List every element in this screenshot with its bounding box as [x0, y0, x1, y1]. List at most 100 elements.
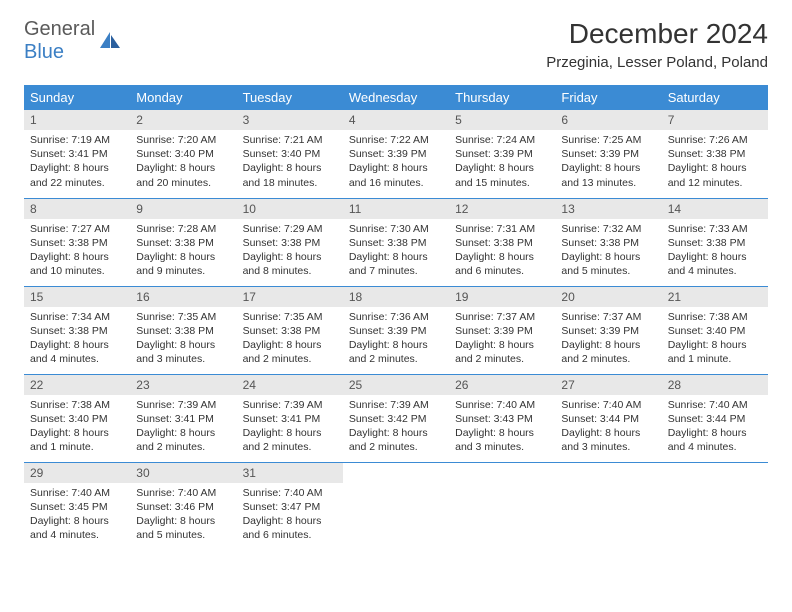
- day-details: Sunrise: 7:28 AMSunset: 3:38 PMDaylight:…: [130, 219, 236, 285]
- sunrise-text: Sunrise: 7:38 AM: [668, 310, 762, 324]
- calendar-week-row: 29Sunrise: 7:40 AMSunset: 3:45 PMDayligh…: [24, 462, 768, 550]
- daylight-text: Daylight: 8 hours and 2 minutes.: [349, 426, 443, 454]
- sunrise-text: Sunrise: 7:37 AM: [561, 310, 655, 324]
- daylight-text: Daylight: 8 hours and 3 minutes.: [561, 426, 655, 454]
- daylight-text: Daylight: 8 hours and 2 minutes.: [455, 338, 549, 366]
- daylight-text: Daylight: 8 hours and 3 minutes.: [455, 426, 549, 454]
- sunset-text: Sunset: 3:38 PM: [455, 236, 549, 250]
- sunset-text: Sunset: 3:41 PM: [136, 412, 230, 426]
- day-details: Sunrise: 7:25 AMSunset: 3:39 PMDaylight:…: [555, 130, 661, 196]
- day-number: 14: [662, 199, 768, 219]
- sunrise-text: Sunrise: 7:35 AM: [136, 310, 230, 324]
- sunset-text: Sunset: 3:47 PM: [243, 500, 337, 514]
- day-details: Sunrise: 7:33 AMSunset: 3:38 PMDaylight:…: [662, 219, 768, 285]
- sunset-text: Sunset: 3:40 PM: [136, 147, 230, 161]
- day-details: Sunrise: 7:39 AMSunset: 3:41 PMDaylight:…: [237, 395, 343, 461]
- calendar-day-cell: 12Sunrise: 7:31 AMSunset: 3:38 PMDayligh…: [449, 198, 555, 286]
- day-number: 19: [449, 287, 555, 307]
- sunset-text: Sunset: 3:44 PM: [561, 412, 655, 426]
- calendar-day-cell: 8Sunrise: 7:27 AMSunset: 3:38 PMDaylight…: [24, 198, 130, 286]
- sunset-text: Sunset: 3:41 PM: [30, 147, 124, 161]
- daylight-text: Daylight: 8 hours and 2 minutes.: [561, 338, 655, 366]
- calendar-day-cell: 26Sunrise: 7:40 AMSunset: 3:43 PMDayligh…: [449, 374, 555, 462]
- day-details: Sunrise: 7:29 AMSunset: 3:38 PMDaylight:…: [237, 219, 343, 285]
- daylight-text: Daylight: 8 hours and 20 minutes.: [136, 161, 230, 189]
- day-details: Sunrise: 7:38 AMSunset: 3:40 PMDaylight:…: [662, 307, 768, 373]
- calendar-day-cell: 25Sunrise: 7:39 AMSunset: 3:42 PMDayligh…: [343, 374, 449, 462]
- daylight-text: Daylight: 8 hours and 5 minutes.: [136, 514, 230, 542]
- daylight-text: Daylight: 8 hours and 4 minutes.: [668, 250, 762, 278]
- calendar-day-cell: 31Sunrise: 7:40 AMSunset: 3:47 PMDayligh…: [237, 462, 343, 550]
- brand-text-general: General: [24, 18, 95, 40]
- sunrise-text: Sunrise: 7:40 AM: [455, 398, 549, 412]
- calendar-day-cell: 27 Sunrise: 7:40 AMSunset: 3:44 PMDayligh…: [555, 374, 661, 462]
- daylight-text: Daylight: 8 hours and 15 minutes.: [455, 161, 549, 189]
- day-details: Sunrise: 7:32 AMSunset: 3:38 PMDaylight:…: [555, 219, 661, 285]
- day-number: 20: [555, 287, 661, 307]
- daylight-text: Daylight: 8 hours and 3 minutes.: [136, 338, 230, 366]
- weekday-header: Wednesday: [343, 85, 449, 110]
- daylight-text: Daylight: 8 hours and 16 minutes.: [349, 161, 443, 189]
- daylight-text: Daylight: 8 hours and 2 minutes.: [136, 426, 230, 454]
- sunset-text: Sunset: 3:46 PM: [136, 500, 230, 514]
- sunset-text: Sunset: 3:43 PM: [455, 412, 549, 426]
- day-number: 29: [24, 463, 130, 483]
- sunset-text: Sunset: 3:38 PM: [136, 324, 230, 338]
- weekday-header: Thursday: [449, 85, 555, 110]
- day-number: 15: [24, 287, 130, 307]
- sunset-text: Sunset: 3:38 PM: [668, 236, 762, 250]
- sunset-text: Sunset: 3:40 PM: [243, 147, 337, 161]
- day-number: 26: [449, 375, 555, 395]
- sunset-text: Sunset: 3:42 PM: [349, 412, 443, 426]
- day-details: Sunrise: 7:40 AMSunset: 3:44 PMDaylight:…: [662, 395, 768, 461]
- sunset-text: Sunset: 3:38 PM: [136, 236, 230, 250]
- day-number: 2: [130, 110, 236, 130]
- calendar-day-cell: 1Sunrise: 7:19 AMSunset: 3:41 PMDaylight…: [24, 110, 130, 198]
- sunrise-text: Sunrise: 7:36 AM: [349, 310, 443, 324]
- day-number: 1: [24, 110, 130, 130]
- calendar-day-cell: [343, 462, 449, 550]
- day-details: Sunrise: 7:38 AMSunset: 3:40 PMDaylight:…: [24, 395, 130, 461]
- day-number: 3: [237, 110, 343, 130]
- calendar-day-cell: 11Sunrise: 7:30 AMSunset: 3:38 PMDayligh…: [343, 198, 449, 286]
- daylight-text: Daylight: 8 hours and 9 minutes.: [136, 250, 230, 278]
- day-details: Sunrise: 7:34 AMSunset: 3:38 PMDaylight:…: [24, 307, 130, 373]
- day-number: 12: [449, 199, 555, 219]
- brand-logo: General Blue: [24, 18, 122, 64]
- day-number: 11: [343, 199, 449, 219]
- calendar-day-cell: 22Sunrise: 7:38 AMSunset: 3:40 PMDayligh…: [24, 374, 130, 462]
- sunrise-text: Sunrise: 7:37 AM: [455, 310, 549, 324]
- calendar-day-cell: [662, 462, 768, 550]
- calendar-day-cell: 6Sunrise: 7:25 AMSunset: 3:39 PMDaylight…: [555, 110, 661, 198]
- sunrise-text: Sunrise: 7:39 AM: [349, 398, 443, 412]
- day-number: 24: [237, 375, 343, 395]
- day-number: 23: [130, 375, 236, 395]
- calendar-day-cell: 14Sunrise: 7:33 AMSunset: 3:38 PMDayligh…: [662, 198, 768, 286]
- sunrise-text: Sunrise: 7:39 AM: [136, 398, 230, 412]
- weekday-header: Monday: [130, 85, 236, 110]
- daylight-text: Daylight: 8 hours and 4 minutes.: [30, 338, 124, 366]
- sunrise-text: Sunrise: 7:29 AM: [243, 222, 337, 236]
- day-details: Sunrise: 7:40 AMSunset: 3:43 PMDaylight:…: [449, 395, 555, 461]
- calendar-day-cell: 28Sunrise: 7:40 AMSunset: 3:44 PMDayligh…: [662, 374, 768, 462]
- sunrise-text: Sunrise: 7:40 AM: [561, 398, 655, 412]
- day-number: 27: [555, 375, 661, 395]
- month-title: December 2024: [546, 18, 768, 50]
- day-details: Sunrise: 7:21 AMSunset: 3:40 PMDaylight:…: [237, 130, 343, 196]
- calendar-day-cell: 20Sunrise: 7:37 AMSunset: 3:39 PMDayligh…: [555, 286, 661, 374]
- weekday-header: Sunday: [24, 85, 130, 110]
- day-number: 16: [130, 287, 236, 307]
- sunrise-text: Sunrise: 7:38 AM: [30, 398, 124, 412]
- sunrise-text: Sunrise: 7:31 AM: [455, 222, 549, 236]
- sunset-text: Sunset: 3:39 PM: [455, 147, 549, 161]
- day-number: 7: [662, 110, 768, 130]
- daylight-text: Daylight: 8 hours and 10 minutes.: [30, 250, 124, 278]
- day-number: 18: [343, 287, 449, 307]
- sunrise-text: Sunrise: 7:40 AM: [30, 486, 124, 500]
- calendar-day-cell: 2Sunrise: 7:20 AMSunset: 3:40 PMDaylight…: [130, 110, 236, 198]
- sunrise-text: Sunrise: 7:39 AM: [243, 398, 337, 412]
- day-details: Sunrise: 7:39 AMSunset: 3:41 PMDaylight:…: [130, 395, 236, 461]
- day-number: 17: [237, 287, 343, 307]
- day-number: 28: [662, 375, 768, 395]
- calendar-day-cell: [555, 462, 661, 550]
